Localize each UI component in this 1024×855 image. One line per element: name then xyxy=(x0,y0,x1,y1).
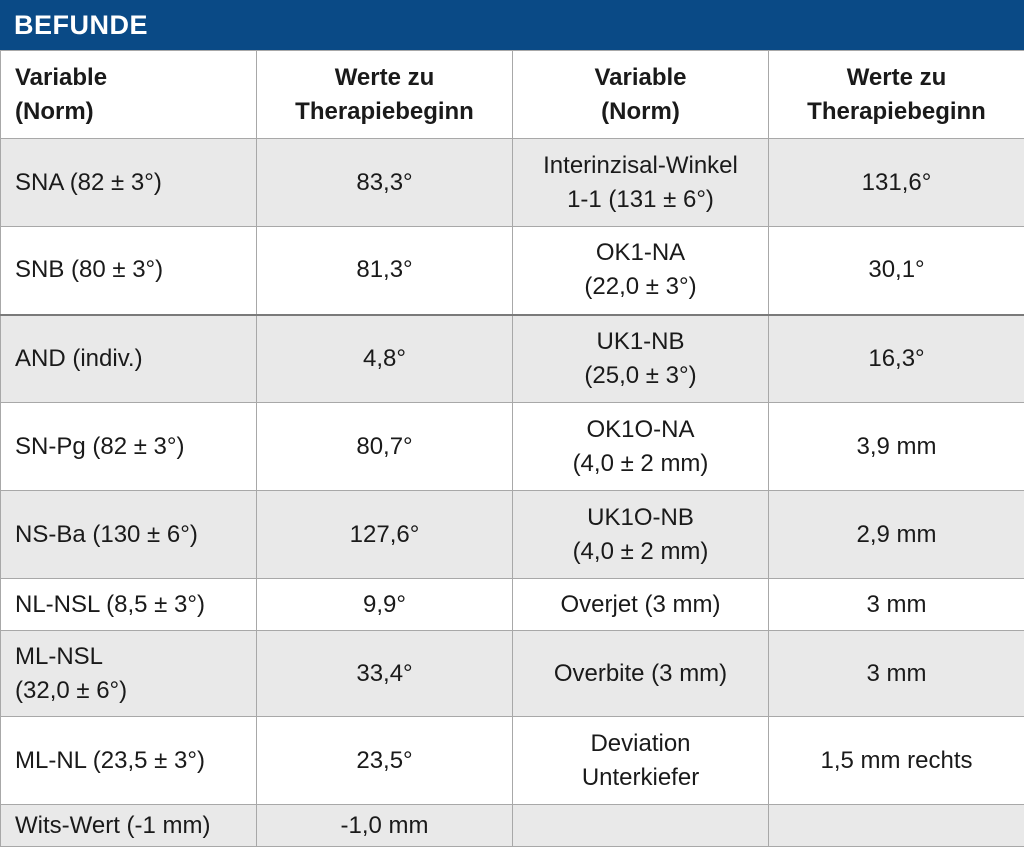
cell-text: ML-NL (23,5 ± 3°) xyxy=(15,746,205,774)
table-title: BEFUNDE xyxy=(14,9,149,40)
table-row: Wits-Wert (-1 mm) -1,0 mm xyxy=(0,804,1024,847)
value-cell: 4,8° xyxy=(256,313,513,403)
value-cell: 131,6° xyxy=(768,138,1024,227)
header-text: Werte zu xyxy=(846,63,947,91)
table-row: SNB (80 ± 3°) 81,3° OK1-NA (22,0 ± 3°) 3… xyxy=(0,226,1024,315)
variable-cell: ML-NSL (32,0 ± 6°) xyxy=(0,630,257,717)
variable-cell: NS-Ba (130 ± 6°) xyxy=(0,490,257,579)
value-cell: 9,9° xyxy=(256,578,513,631)
cell-text: (4,0 ± 2 mm) xyxy=(572,537,709,565)
table-row: AND (indiv.) 4,8° UK1-NB (25,0 ± 3°) 16,… xyxy=(0,313,1024,403)
variable-cell: SNA (82 ± 3°) xyxy=(0,138,257,227)
variable-cell: SN-Pg (82 ± 3°) xyxy=(0,402,257,491)
cell-text: (25,0 ± 3°) xyxy=(584,361,697,389)
variable-cell: OK1-NA (22,0 ± 3°) xyxy=(512,226,769,315)
cell-text: SN-Pg (82 ± 3°) xyxy=(15,432,185,460)
cell-text: Unterkiefer xyxy=(581,763,700,791)
value-cell: 23,5° xyxy=(256,716,513,805)
cell-text: SNB (80 ± 3°) xyxy=(15,256,164,284)
cell-text: Overbite (3 mm) xyxy=(553,659,728,687)
header-text: (Norm) xyxy=(601,97,680,125)
value-cell: 127,6° xyxy=(256,490,513,579)
variable-cell: Deviation Unterkiefer xyxy=(512,716,769,805)
value-cell: -1,0 mm xyxy=(256,804,513,847)
table-row: SN-Pg (82 ± 3°) 80,7° OK1O-NA (4,0 ± 2 m… xyxy=(0,402,1024,491)
variable-cell: UK1-NB (25,0 ± 3°) xyxy=(512,313,769,403)
header-variable-1: Variable (Norm) xyxy=(0,50,257,139)
variable-cell: SNB (80 ± 3°) xyxy=(0,226,257,315)
cell-text: Interinzisal-Winkel xyxy=(543,151,738,179)
header-row: Variable (Norm) Werte zu Therapiebeginn … xyxy=(0,50,1024,139)
variable-cell: Overbite (3 mm) xyxy=(512,630,769,717)
cell-text: (22,0 ± 3°) xyxy=(584,273,697,301)
cell-text: Wits-Wert (-1 mm) xyxy=(15,811,211,839)
variable-cell: UK1O-NB (4,0 ± 2 mm) xyxy=(512,490,769,579)
variable-cell: NL-NSL (8,5 ± 3°) xyxy=(0,578,257,631)
cell-text: Overjet (3 mm) xyxy=(560,590,721,618)
variable-cell: Wits-Wert (-1 mm) xyxy=(0,804,257,847)
cell-text: NL-NSL (8,5 ± 3°) xyxy=(15,590,205,618)
header-value-1: Werte zu Therapiebeginn xyxy=(256,50,513,139)
variable-cell xyxy=(512,804,769,847)
cell-text: SNA (82 ± 3°) xyxy=(15,168,162,196)
value-cell xyxy=(768,804,1024,847)
value-cell: 1,5 mm rechts xyxy=(768,716,1024,805)
header-text: Variable xyxy=(594,63,687,91)
cell-text: (32,0 ± 6°) xyxy=(15,676,128,704)
value-cell: 81,3° xyxy=(256,226,513,315)
header-variable-2: Variable (Norm) xyxy=(512,50,769,139)
header-text: Variable xyxy=(15,63,108,91)
header-text: Therapiebeginn xyxy=(295,97,474,125)
findings-table: Variable (Norm) Werte zu Therapiebeginn … xyxy=(0,50,1024,847)
cell-text: (4,0 ± 2 mm) xyxy=(572,449,709,477)
value-cell: 83,3° xyxy=(256,138,513,227)
value-cell: 16,3° xyxy=(768,313,1024,403)
table-row: NS-Ba (130 ± 6°) 127,6° UK1O-NB (4,0 ± 2… xyxy=(0,490,1024,579)
cell-text: ML-NSL xyxy=(15,642,104,670)
value-cell: 3 mm xyxy=(768,630,1024,717)
value-cell: 3 mm xyxy=(768,578,1024,631)
cell-text: Deviation xyxy=(590,729,691,757)
cell-text: OK1-NA xyxy=(595,239,686,267)
value-cell: 33,4° xyxy=(256,630,513,717)
cell-text: 1-1 (131 ± 6°) xyxy=(567,185,714,213)
table-row: NL-NSL (8,5 ± 3°) 9,9° Overjet (3 mm) 3 … xyxy=(0,578,1024,631)
cell-text: UK1-NB xyxy=(596,327,685,355)
header-text: (Norm) xyxy=(15,97,94,125)
cell-text: UK1O-NB xyxy=(587,503,694,531)
cell-text: AND (indiv.) xyxy=(15,344,143,372)
header-text: Therapiebeginn xyxy=(807,97,986,125)
variable-cell: AND (indiv.) xyxy=(0,313,257,403)
table-row: ML-NL (23,5 ± 3°) 23,5° Deviation Unterk… xyxy=(0,716,1024,805)
table-row: ML-NSL (32,0 ± 6°) 33,4° Overbite (3 mm)… xyxy=(0,630,1024,717)
variable-cell: OK1O-NA (4,0 ± 2 mm) xyxy=(512,402,769,491)
header-text: Werte zu xyxy=(334,63,435,91)
value-cell: 2,9 mm xyxy=(768,490,1024,579)
value-cell: 3,9 mm xyxy=(768,402,1024,491)
variable-cell: Interinzisal-Winkel 1-1 (131 ± 6°) xyxy=(512,138,769,227)
header-value-2: Werte zu Therapiebeginn xyxy=(768,50,1024,139)
value-cell: 80,7° xyxy=(256,402,513,491)
table-row: SNA (82 ± 3°) 83,3° Interinzisal-Winkel … xyxy=(0,138,1024,227)
value-cell: 30,1° xyxy=(768,226,1024,315)
variable-cell: Overjet (3 mm) xyxy=(512,578,769,631)
cell-text: NS-Ba (130 ± 6°) xyxy=(15,520,198,548)
table-title-bar: BEFUNDE xyxy=(0,0,1024,50)
variable-cell: ML-NL (23,5 ± 3°) xyxy=(0,716,257,805)
cell-text: OK1O-NA xyxy=(586,415,695,443)
